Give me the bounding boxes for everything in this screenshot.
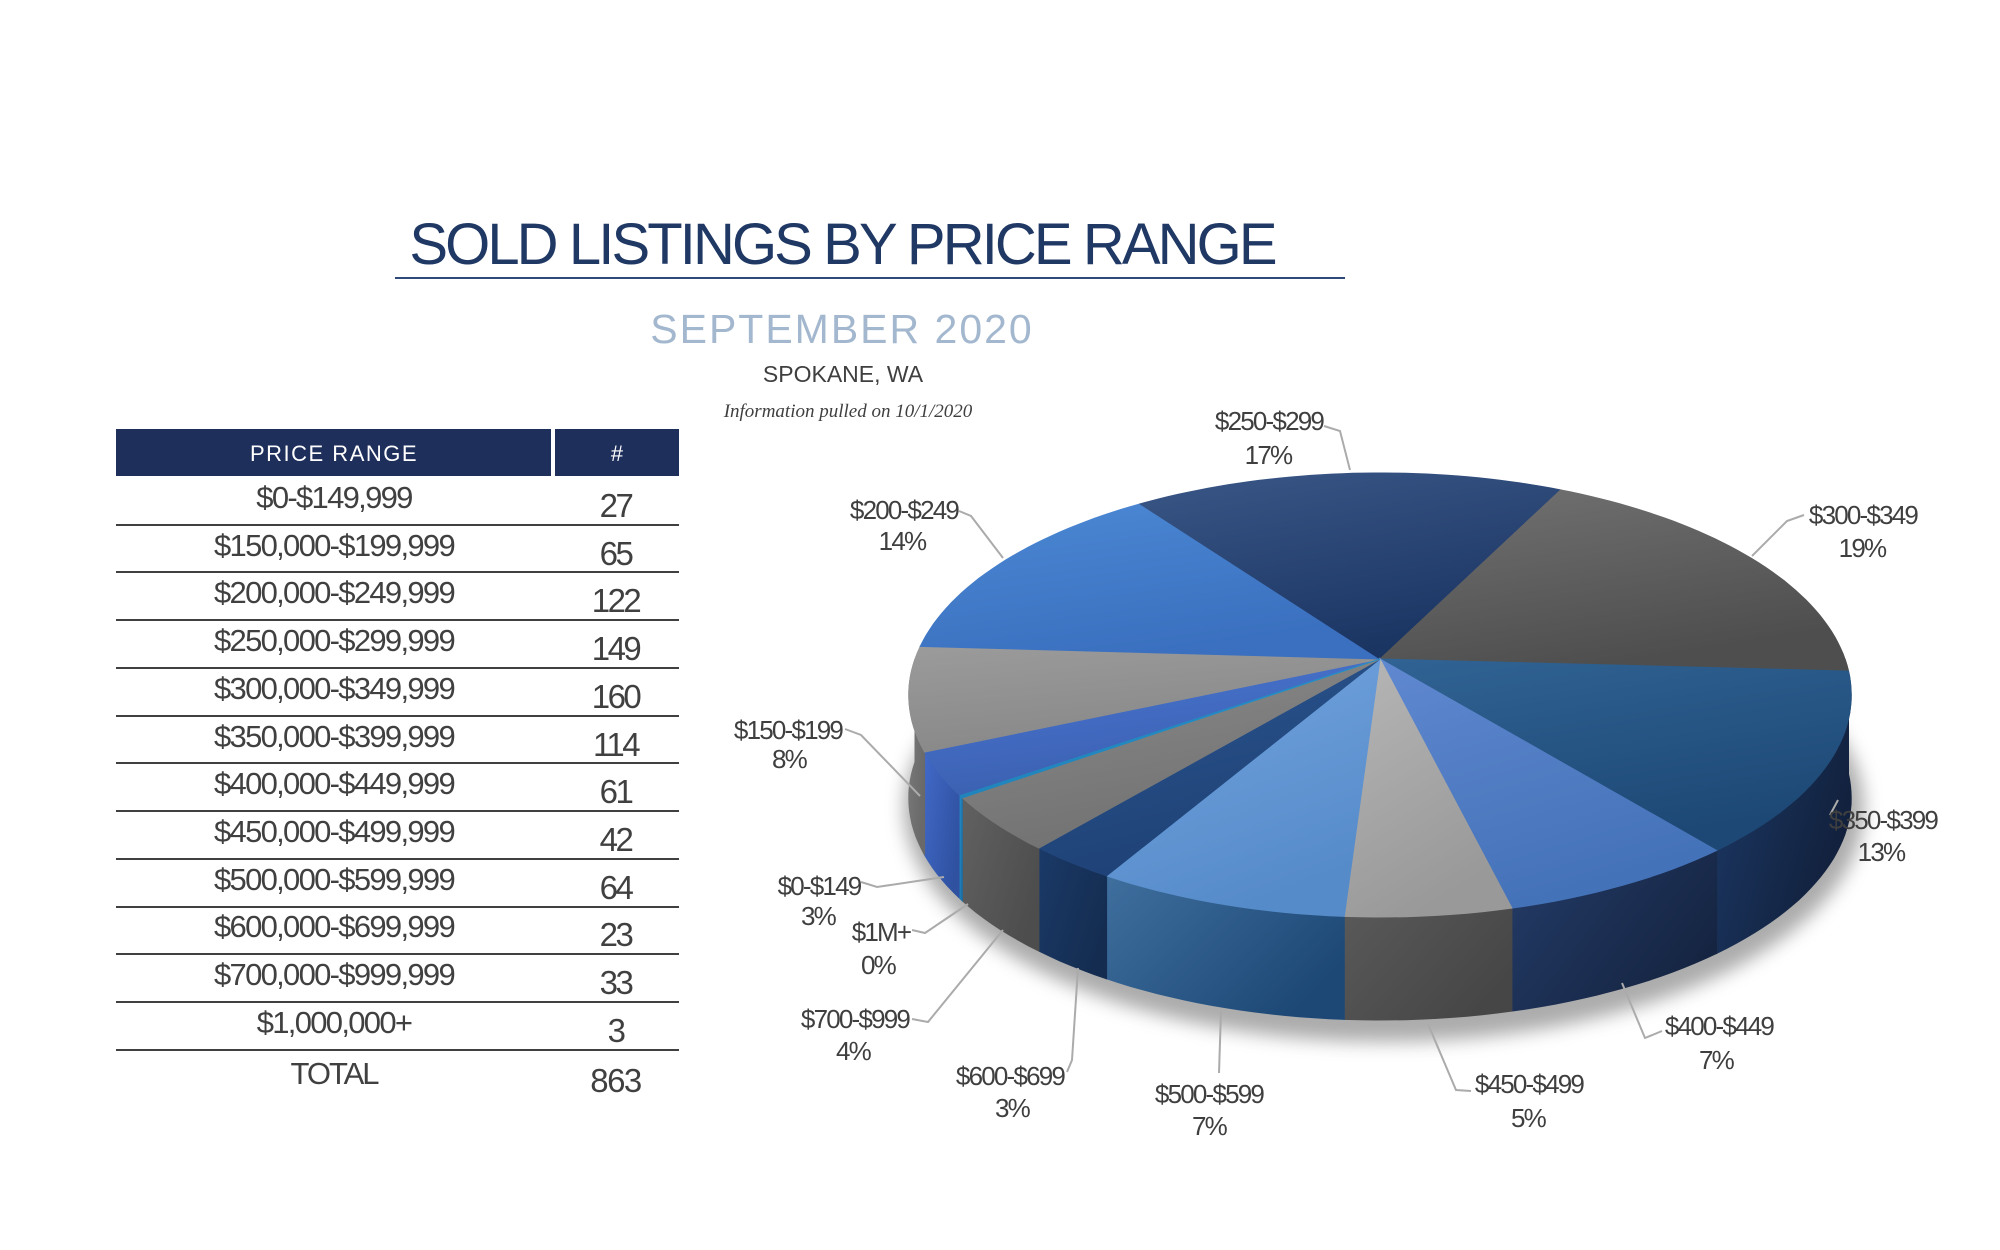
svg-text:$350-$399: $350-$399 [1829, 805, 1938, 835]
svg-text:$1M+: $1M+ [852, 917, 911, 947]
svg-text:13%: 13% [1858, 837, 1906, 867]
svg-text:$200-$249: $200-$249 [850, 495, 959, 525]
svg-text:$300-$349: $300-$349 [1809, 500, 1918, 530]
svg-text:0%: 0% [861, 950, 897, 980]
svg-text:17%: 17% [1245, 440, 1293, 470]
svg-text:3%: 3% [995, 1093, 1031, 1123]
svg-text:$150-$199: $150-$199 [734, 715, 843, 745]
svg-text:8%: 8% [772, 744, 808, 774]
svg-text:19%: 19% [1839, 533, 1887, 563]
svg-text:$600-$699: $600-$699 [956, 1061, 1065, 1091]
svg-text:7%: 7% [1699, 1045, 1735, 1075]
svg-text:3%: 3% [801, 901, 837, 931]
svg-text:4%: 4% [836, 1036, 872, 1066]
svg-text:5%: 5% [1511, 1103, 1547, 1133]
svg-text:$450-$499: $450-$499 [1475, 1069, 1584, 1099]
svg-text:$700-$999: $700-$999 [801, 1004, 910, 1034]
svg-text:7%: 7% [1192, 1111, 1228, 1141]
svg-text:$0-$149: $0-$149 [778, 871, 862, 901]
svg-text:14%: 14% [879, 526, 927, 556]
svg-text:$400-$449: $400-$449 [1665, 1011, 1774, 1041]
svg-text:$500-$599: $500-$599 [1155, 1079, 1264, 1109]
